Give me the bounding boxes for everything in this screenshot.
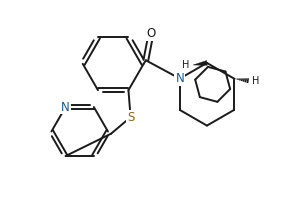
Text: N: N — [175, 72, 184, 85]
Text: H: H — [182, 60, 189, 70]
Text: S: S — [127, 111, 134, 124]
Text: N: N — [61, 101, 70, 113]
Text: H: H — [252, 76, 259, 86]
Text: O: O — [147, 27, 156, 40]
Polygon shape — [193, 61, 207, 65]
